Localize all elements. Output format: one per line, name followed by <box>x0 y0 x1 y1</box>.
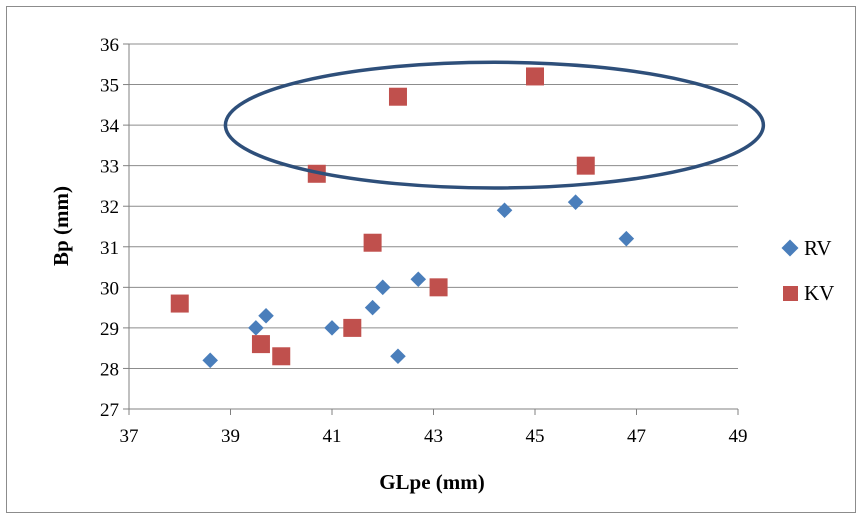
y-axis-title: Bp (mm) <box>49 186 73 266</box>
x-tick-label: 45 <box>526 426 545 447</box>
x-tick-label: 39 <box>221 426 240 447</box>
point-rv <box>324 320 340 336</box>
point-rv <box>365 300 381 316</box>
legend: RV KV <box>782 236 835 305</box>
y-tick-label: 33 <box>100 157 119 178</box>
x-tick-label: 47 <box>627 426 646 447</box>
point-rv <box>375 280 391 296</box>
axes <box>129 44 738 409</box>
series-kv <box>171 67 595 365</box>
point-rv <box>568 194 584 210</box>
x-tick-labels: 37 39 41 43 45 47 49 <box>120 409 748 447</box>
y-tick-label: 32 <box>100 197 119 218</box>
point-rv <box>410 271 426 287</box>
legend-item-rv: RV <box>782 236 832 260</box>
y-tick-label: 27 <box>100 400 119 421</box>
point-rv <box>202 353 218 369</box>
y-tick-label: 30 <box>100 278 119 299</box>
point-kv <box>430 278 448 296</box>
data-points <box>171 67 634 368</box>
legend-marker-kv <box>783 286 798 301</box>
point-rv <box>390 348 406 364</box>
legend-label-rv: RV <box>804 236 832 260</box>
x-axis-title: GLpe (mm) <box>379 470 485 494</box>
point-kv <box>343 319 361 337</box>
point-rv <box>619 231 635 247</box>
point-kv <box>389 88 407 106</box>
y-tick-label: 36 <box>100 35 119 56</box>
y-tick-label: 35 <box>100 76 119 97</box>
y-tick-label: 28 <box>100 359 119 380</box>
legend-item-kv: KV <box>783 281 834 305</box>
y-tick-label: 34 <box>100 116 120 137</box>
point-kv <box>272 347 290 365</box>
x-tick-label: 37 <box>120 426 139 447</box>
y-tick-label: 31 <box>100 238 119 259</box>
y-tick-label: 29 <box>100 319 119 340</box>
x-tick-label: 49 <box>729 426 748 447</box>
gridlines <box>129 44 738 368</box>
point-kv <box>577 157 595 175</box>
point-kv <box>526 67 544 85</box>
x-tick-label: 43 <box>424 426 443 447</box>
point-kv <box>252 335 270 353</box>
point-kv <box>364 234 382 252</box>
point-rv <box>248 320 264 336</box>
y-tick-labels: 27 28 29 30 31 32 33 34 35 36 <box>100 35 129 421</box>
legend-marker-rv <box>782 240 799 257</box>
point-rv <box>497 202 513 218</box>
point-kv <box>171 295 189 313</box>
legend-label-kv: KV <box>804 281 834 305</box>
point-rv <box>258 308 274 324</box>
x-tick-label: 41 <box>323 426 342 447</box>
